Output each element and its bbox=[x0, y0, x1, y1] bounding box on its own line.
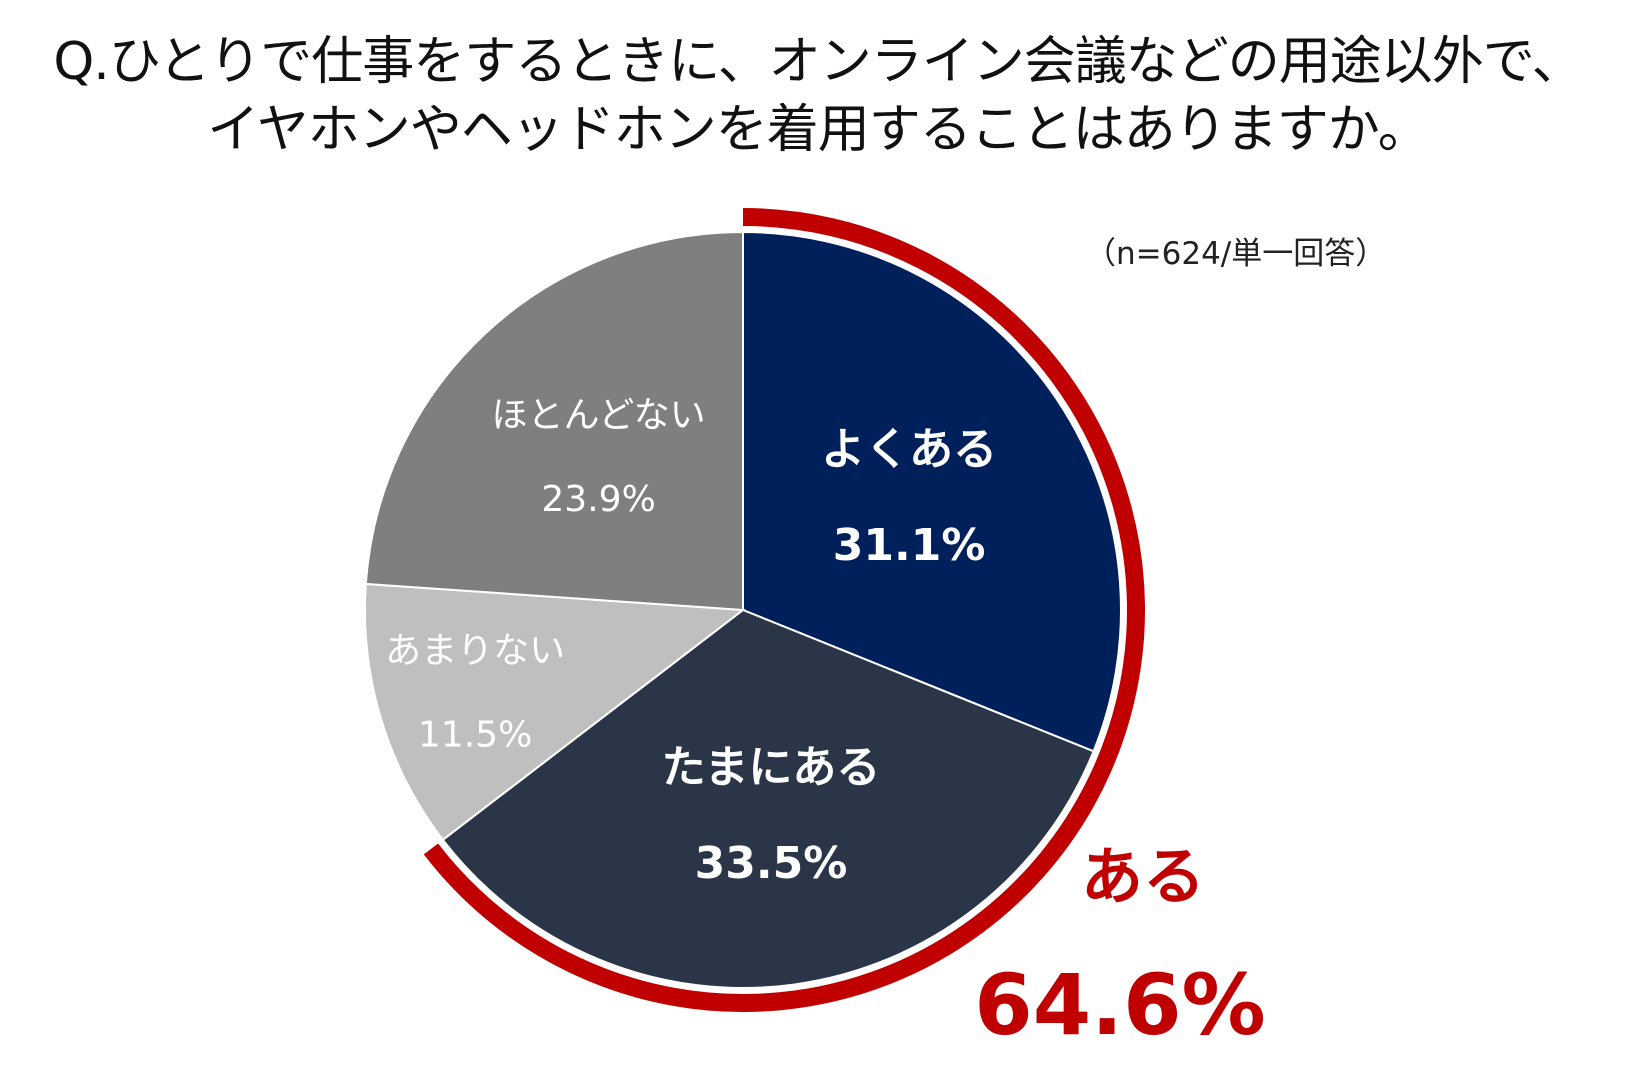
pie-slice-1 bbox=[742, 230, 1122, 753]
sample-size-note: （n=624/単一回答） bbox=[1085, 236, 1387, 272]
aggregate-value-label: 64.6% bbox=[974, 956, 1265, 1054]
slice-label-1: よくある bbox=[821, 424, 997, 475]
title-line-2: イヤホンやヘッドホンを着用することはありますか。 bbox=[207, 100, 1429, 160]
pie-slice-3 bbox=[364, 582, 746, 842]
slice-label-4: ほとんどない bbox=[491, 395, 705, 436]
aggregate-arc bbox=[423, 208, 1145, 1012]
slice-value-label-3: 11.5% bbox=[418, 715, 532, 756]
slice-value-label-2: 33.5% bbox=[695, 838, 848, 889]
slice-label-3: あまりない bbox=[385, 631, 565, 672]
pie-slice-4 bbox=[364, 230, 744, 612]
title-line-1: Q.ひとりで仕事をするときに、オンライン会議などの用途以外で、 bbox=[53, 32, 1583, 92]
slice-value-label-4: 23.9% bbox=[541, 479, 655, 520]
slice-value-label-1: 31.1% bbox=[833, 520, 986, 571]
chart-title: Q.ひとりで仕事をするときに、オンライン会議などの用途以外で、 イヤホンやヘッド… bbox=[0, 28, 1636, 164]
slice-label-2: たまにある bbox=[662, 742, 881, 793]
aggregate-label: ある bbox=[1081, 840, 1205, 913]
pie-slice-2 bbox=[441, 608, 1095, 989]
